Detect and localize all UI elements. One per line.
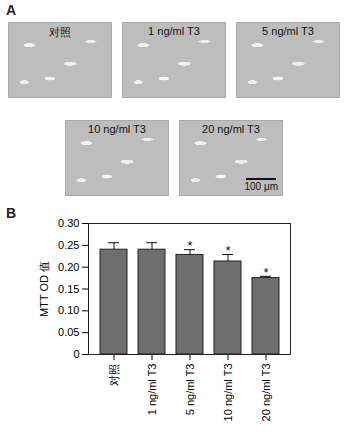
- svg-text:5 ng/ml T3: 5 ng/ml T3: [184, 364, 196, 416]
- html-text:100 μm: 100 μm: [244, 181, 278, 192]
- svg-text:*: *: [225, 243, 230, 258]
- svg-text:0.05: 0.05: [58, 326, 79, 338]
- svg-text:1 ng/ml T3: 1 ng/ml T3: [146, 364, 158, 416]
- svg-text:0.20: 0.20: [58, 261, 79, 273]
- svg-text:0.25: 0.25: [58, 239, 79, 251]
- html-text:10 ng/ml T3: 10 ng/ml T3: [88, 123, 146, 135]
- svg-text:*: *: [263, 264, 268, 279]
- html-text:5 ng/ml T3: 5 ng/ml T3: [262, 25, 314, 37]
- svg-text:0: 0: [73, 348, 79, 360]
- svg-text:对照: 对照: [108, 364, 120, 386]
- svg-text:10 ng/ml T3: 10 ng/ml T3: [222, 364, 234, 422]
- html-text:A: A: [6, 2, 17, 18]
- html-text:B: B: [6, 205, 17, 221]
- svg-text:20 ng/ml T3: 20 ng/ml T3: [260, 364, 272, 422]
- svg-text:*: *: [187, 238, 192, 253]
- svg-text:0.30: 0.30: [58, 217, 79, 229]
- svg-text:0.15: 0.15: [58, 283, 79, 295]
- svg-text:0.10: 0.10: [58, 304, 79, 316]
- html-text:对照: 对照: [49, 26, 71, 38]
- svg-text:MTT OD 值: MTT OD 值: [38, 261, 50, 317]
- html-text:1 ng/ml T3: 1 ng/ml T3: [148, 25, 200, 37]
- html-text:20 ng/ml T3: 20 ng/ml T3: [202, 123, 260, 135]
